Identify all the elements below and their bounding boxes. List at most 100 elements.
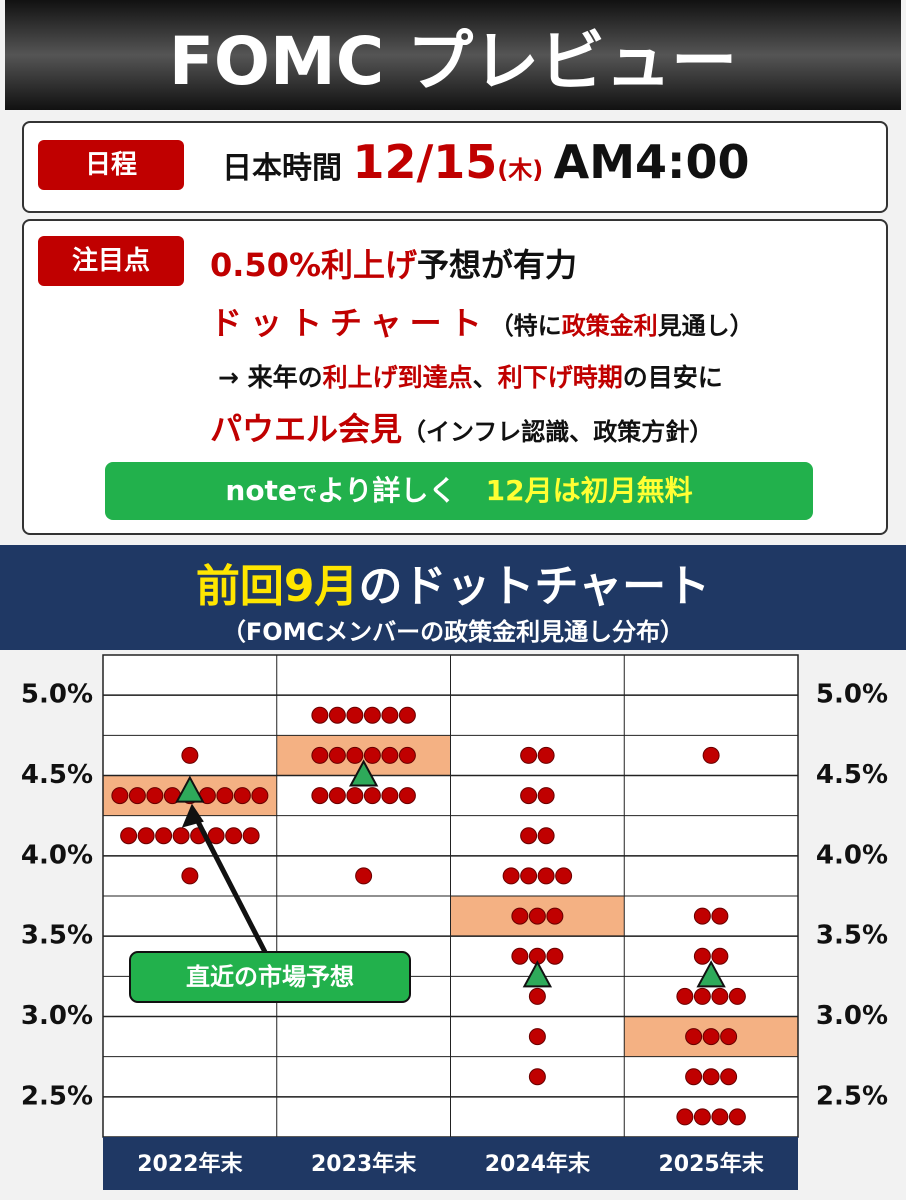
- y-tick-label: 5.0%: [21, 680, 93, 710]
- section-title: 前回9月のドットチャート: [0, 550, 906, 614]
- section-header: [0, 545, 906, 650]
- seg: 前回9月: [195, 561, 359, 612]
- y2-tick-label: 3.5%: [816, 921, 888, 951]
- dot: [711, 907, 729, 925]
- dot: [728, 1108, 746, 1126]
- y-tick-label: 4.5%: [21, 760, 93, 790]
- dot: [537, 867, 555, 885]
- dot: [511, 947, 529, 965]
- dot: [546, 947, 564, 965]
- dot: [693, 907, 711, 925]
- seg: より詳しく: [316, 474, 457, 507]
- dot: [520, 746, 538, 764]
- y2-tick-label: 2.5%: [816, 1081, 888, 1111]
- y2-tick-label: 4.0%: [816, 840, 888, 870]
- y-tick-label: 4.0%: [21, 840, 93, 870]
- seg: （特に: [489, 312, 562, 340]
- dot: [381, 787, 399, 805]
- dot: [328, 706, 346, 724]
- dot: [398, 787, 416, 805]
- dot: [528, 1028, 546, 1046]
- y-tick-label: 3.5%: [21, 921, 93, 951]
- dot: [398, 706, 416, 724]
- dot: [363, 787, 381, 805]
- points-label: 注目点: [38, 236, 184, 286]
- dot: [702, 1028, 720, 1046]
- dot: [128, 787, 146, 805]
- dot: [685, 1028, 703, 1046]
- dot: [676, 1108, 694, 1126]
- dot: [355, 867, 373, 885]
- point-line: → 来年の利上げ到達点、利下げ時期の目安に: [218, 358, 723, 394]
- dot: [233, 787, 251, 805]
- dot: [528, 1068, 546, 1086]
- dot: [381, 706, 399, 724]
- dot: [311, 746, 329, 764]
- dot: [711, 947, 729, 965]
- dot: [155, 827, 173, 845]
- seg: 12月は初月無料: [485, 474, 693, 507]
- dot: [146, 787, 164, 805]
- dot: [346, 787, 364, 805]
- dot: [311, 706, 329, 724]
- dot: [711, 987, 729, 1005]
- seg: の目安に: [622, 363, 723, 392]
- x-tick-label: 2024年末: [485, 1151, 591, 1177]
- dot: [111, 787, 129, 805]
- dot: [676, 987, 694, 1005]
- market-marker: [348, 759, 379, 787]
- note-banner[interactable]: noteでより詳しく 12月は初月無料: [105, 462, 813, 520]
- dot: [537, 746, 555, 764]
- seg: （インフレ認識、政策方針）: [402, 418, 714, 446]
- dot: [537, 827, 555, 845]
- dot: [328, 787, 346, 805]
- dot: [120, 827, 138, 845]
- seg: パウエル会見: [210, 410, 403, 448]
- seg: で: [296, 481, 317, 505]
- dot: [181, 746, 199, 764]
- seg: 利上げ到達点: [322, 363, 473, 392]
- title-bar: [5, 0, 901, 110]
- dot: [207, 827, 225, 845]
- point-line: 0.50%利上げ予想が有力: [210, 240, 577, 286]
- y-tick-label: 3.0%: [21, 1001, 93, 1031]
- annotation-arrowhead: [181, 803, 204, 828]
- dot: [537, 787, 555, 805]
- dot: [346, 706, 364, 724]
- annotation-arrow: [192, 814, 268, 954]
- seg: → 来年の: [218, 363, 323, 392]
- point-line: ドットチャート（特に政策金利見通し）: [210, 298, 754, 344]
- dot: [181, 867, 199, 885]
- dot: [225, 827, 243, 845]
- dot: [711, 1108, 729, 1126]
- dot: [242, 827, 260, 845]
- x-tick-label: 2023年末: [311, 1151, 417, 1177]
- dot: [528, 987, 546, 1005]
- x-axis-bar: [103, 1137, 798, 1190]
- dot: [520, 827, 538, 845]
- dot: [251, 787, 269, 805]
- seg: 予想が有力: [417, 246, 578, 284]
- seg: 、: [472, 363, 498, 392]
- dot: [172, 827, 190, 845]
- dot: [346, 746, 364, 764]
- market-marker: [696, 960, 726, 988]
- seg: 0.50%利上げ: [210, 246, 418, 284]
- seg: ドットチャート: [210, 304, 490, 342]
- market-marker: [522, 960, 553, 988]
- dot: [328, 746, 346, 764]
- dot: [720, 1068, 738, 1086]
- annotation-box: [129, 951, 411, 1003]
- dot: [546, 907, 564, 925]
- annotation-text: 直近の市場予想: [186, 963, 354, 991]
- y2-tick-label: 3.0%: [816, 1001, 888, 1031]
- schedule-time: AM4:00: [553, 135, 750, 189]
- seg: note: [225, 474, 297, 507]
- dot: [363, 746, 381, 764]
- y2-tick-label: 5.0%: [816, 680, 888, 710]
- schedule-line: 日本時間 12/15(木) AM4:00: [222, 135, 749, 189]
- seg: 利下げ時期: [497, 363, 623, 392]
- schedule-label: 日程: [38, 140, 184, 190]
